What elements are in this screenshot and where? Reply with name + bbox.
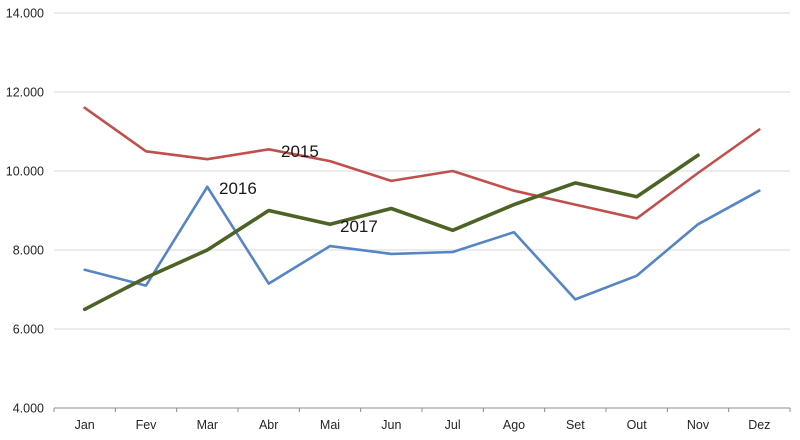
x-axis-tick-label: Jun: [381, 418, 401, 432]
series-line-2015: [83, 106, 761, 220]
x-axis-tick-label: Set: [566, 418, 585, 432]
x-axis-tick-label: Nov: [687, 418, 710, 432]
y-axis-tick-label: 12.000: [6, 86, 44, 100]
series-label-2017: 2017: [340, 217, 378, 236]
y-axis-tick-label: 4.000: [13, 402, 44, 416]
y-axis-tick-label: 6.000: [13, 323, 44, 337]
series-label-2016: 2016: [219, 179, 257, 198]
series-line-2017: [82, 153, 700, 312]
x-axis-tick-label: Jan: [75, 418, 95, 432]
x-axis-tick-label: Mar: [197, 418, 219, 432]
y-axis-tick-label: 14.000: [6, 7, 44, 21]
x-axis-tick-label: Mai: [320, 418, 340, 432]
series-label-2015: 2015: [281, 142, 319, 161]
x-axis-tick-label: Dez: [748, 418, 770, 432]
series-line-2016: [83, 185, 761, 301]
x-axis-tick-label: Out: [627, 418, 648, 432]
x-axis-tick-label: Fev: [136, 418, 158, 432]
x-axis-tick-label: Abr: [259, 418, 278, 432]
x-axis-tick-label: Jul: [445, 418, 461, 432]
y-axis-tick-label: 8.000: [13, 244, 44, 258]
x-axis-tick-label: Ago: [503, 418, 525, 432]
y-axis-tick-label: 10.000: [6, 165, 44, 179]
